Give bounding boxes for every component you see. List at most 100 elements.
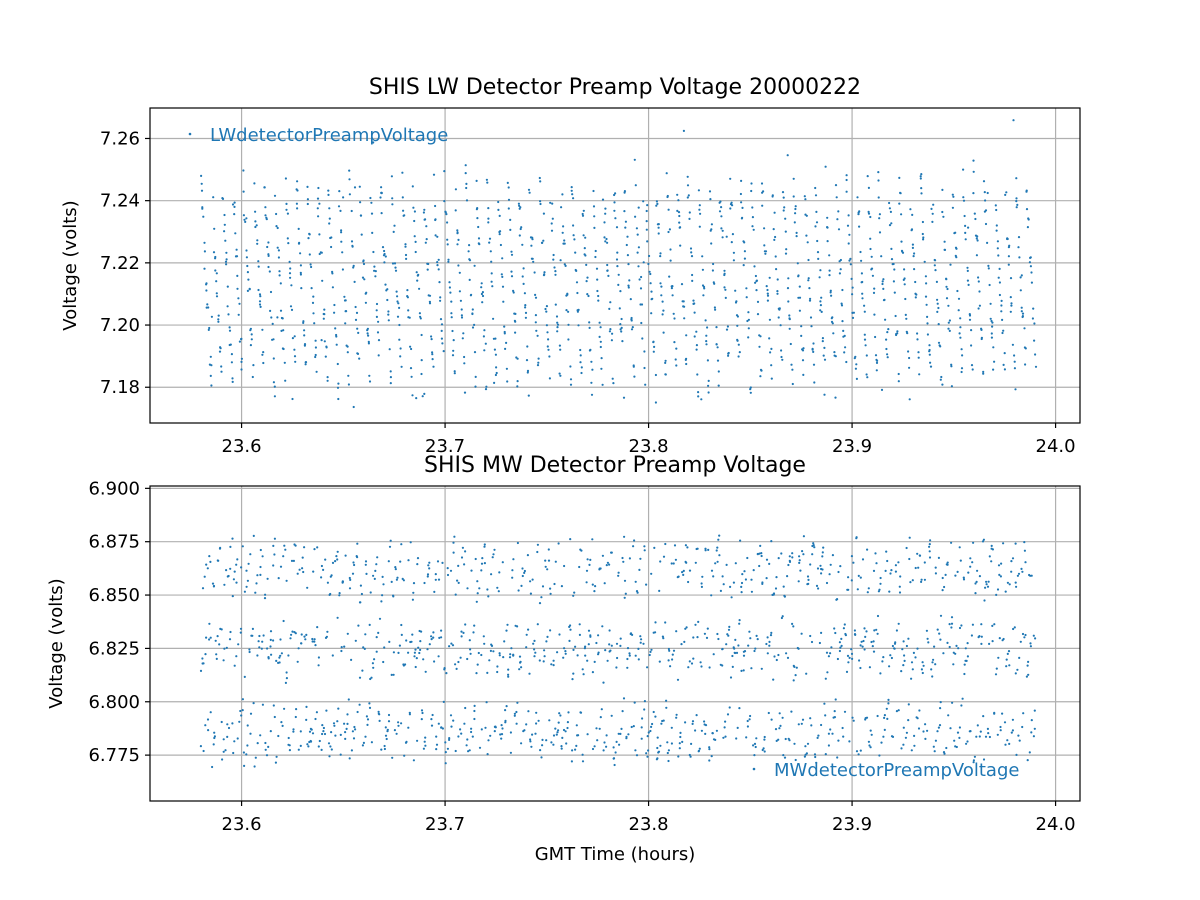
data-point bbox=[791, 552, 794, 555]
data-point bbox=[782, 585, 785, 588]
data-point bbox=[206, 718, 210, 721]
data-point bbox=[792, 625, 795, 628]
data-point bbox=[305, 705, 308, 709]
data-point bbox=[320, 339, 323, 342]
data-point bbox=[736, 315, 740, 318]
data-point bbox=[937, 306, 940, 310]
data-point bbox=[512, 558, 515, 561]
data-point bbox=[207, 328, 210, 331]
data-point bbox=[588, 321, 591, 324]
data-point bbox=[627, 284, 630, 287]
data-point bbox=[289, 267, 292, 270]
data-point bbox=[802, 553, 805, 556]
data-point bbox=[378, 713, 381, 716]
data-point bbox=[258, 300, 262, 303]
data-point bbox=[470, 293, 473, 296]
data-point bbox=[358, 703, 361, 706]
data-point bbox=[900, 670, 903, 673]
data-point bbox=[931, 675, 934, 678]
data-point bbox=[524, 306, 527, 309]
data-point bbox=[272, 704, 275, 707]
data-point bbox=[407, 726, 410, 729]
data-point bbox=[907, 350, 910, 353]
data-point bbox=[805, 752, 809, 755]
data-point bbox=[748, 718, 751, 721]
data-point bbox=[611, 377, 614, 380]
data-point bbox=[263, 597, 267, 600]
data-point bbox=[725, 328, 729, 331]
data-point bbox=[240, 337, 243, 340]
data-point bbox=[566, 726, 569, 730]
data-point bbox=[256, 239, 259, 242]
data-point bbox=[256, 654, 259, 657]
data-point bbox=[365, 572, 368, 576]
data-point bbox=[320, 564, 323, 568]
data-point bbox=[854, 367, 858, 370]
data-point bbox=[203, 250, 206, 253]
data-point bbox=[976, 724, 979, 727]
data-point bbox=[444, 741, 447, 744]
data-point bbox=[552, 664, 555, 667]
data-point bbox=[700, 665, 703, 668]
data-point bbox=[760, 182, 764, 185]
data-point bbox=[753, 742, 757, 746]
data-point bbox=[428, 294, 432, 297]
data-point bbox=[483, 642, 486, 645]
data-point bbox=[395, 732, 398, 735]
data-point bbox=[972, 761, 975, 764]
data-point bbox=[830, 646, 833, 649]
data-point bbox=[574, 645, 577, 648]
data-point bbox=[986, 191, 989, 195]
data-point bbox=[1003, 368, 1007, 371]
data-point bbox=[685, 626, 688, 629]
data-point bbox=[999, 725, 1002, 729]
data-point bbox=[212, 743, 215, 746]
data-point bbox=[860, 259, 863, 262]
data-point bbox=[525, 633, 528, 636]
data-point bbox=[982, 538, 986, 541]
data-point bbox=[574, 251, 577, 254]
data-point bbox=[697, 391, 700, 394]
data-point bbox=[507, 186, 510, 189]
data-point bbox=[870, 733, 873, 736]
data-point bbox=[727, 351, 730, 355]
data-point bbox=[806, 241, 809, 244]
data-point bbox=[343, 295, 346, 298]
data-point bbox=[698, 208, 701, 211]
data-point bbox=[243, 590, 246, 593]
data-point bbox=[681, 571, 684, 574]
data-point bbox=[323, 732, 327, 736]
data-point bbox=[859, 250, 862, 254]
data-point bbox=[788, 739, 791, 742]
data-point bbox=[760, 554, 763, 558]
data-point bbox=[659, 255, 662, 258]
data-point bbox=[350, 240, 354, 243]
data-point bbox=[245, 249, 248, 252]
data-point bbox=[205, 636, 208, 639]
data-point bbox=[1034, 365, 1038, 368]
data-point bbox=[983, 599, 986, 602]
data-point bbox=[221, 197, 224, 200]
data-point bbox=[672, 649, 676, 652]
data-point bbox=[202, 215, 205, 218]
data-point bbox=[917, 566, 920, 569]
data-point bbox=[755, 737, 758, 740]
data-point bbox=[471, 312, 474, 315]
data-point bbox=[679, 226, 682, 229]
data-point bbox=[380, 600, 383, 603]
data-point bbox=[649, 729, 652, 733]
data-point bbox=[777, 316, 780, 319]
data-point bbox=[936, 730, 939, 733]
data-point bbox=[240, 368, 243, 371]
data-point bbox=[729, 177, 732, 180]
data-point bbox=[742, 654, 746, 657]
data-point bbox=[1003, 721, 1007, 724]
data-point bbox=[1005, 658, 1008, 661]
data-point bbox=[1021, 315, 1024, 319]
data-point bbox=[686, 184, 690, 187]
data-point bbox=[529, 738, 532, 741]
data-point bbox=[224, 749, 227, 752]
data-point bbox=[797, 647, 800, 650]
data-point bbox=[1020, 567, 1023, 571]
data-point bbox=[408, 316, 411, 319]
